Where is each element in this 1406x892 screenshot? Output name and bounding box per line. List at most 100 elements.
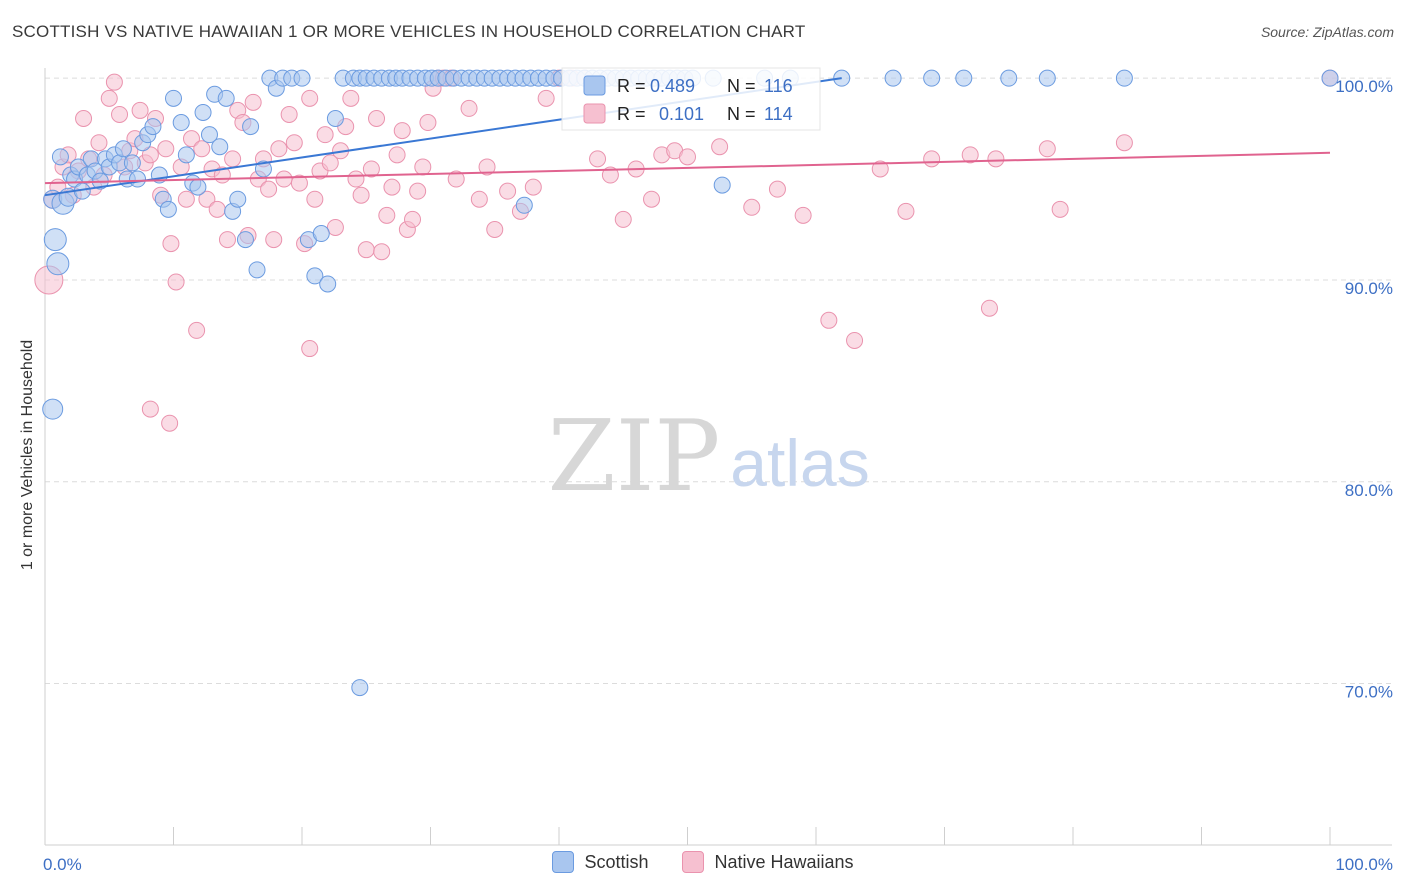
hawaiian-n-value: 114 bbox=[764, 104, 793, 124]
hawaiian-point-91 bbox=[589, 150, 607, 168]
scottish-point-20 bbox=[123, 154, 141, 172]
hawaiian-point-83 bbox=[486, 220, 504, 238]
y-tick-label-0: 100.0% bbox=[1335, 77, 1393, 96]
hawaiian-point-106 bbox=[897, 202, 915, 220]
scottish-point-27 bbox=[159, 200, 177, 218]
scottish-point-111 bbox=[1321, 69, 1339, 87]
hawaiian-point-95 bbox=[643, 190, 661, 208]
scottish-point-50 bbox=[306, 267, 324, 285]
scottish-point-18 bbox=[114, 140, 132, 158]
hawaiian-point-86 bbox=[524, 178, 542, 196]
hawaiian-point-80 bbox=[460, 99, 478, 117]
scottish-point-30 bbox=[177, 146, 195, 164]
scottish-point-114 bbox=[515, 196, 533, 214]
scottish-stats-swatch bbox=[583, 75, 606, 96]
hawaiian-point-69 bbox=[393, 122, 411, 140]
hawaiian-point-12 bbox=[100, 89, 118, 107]
hawaiian-point-48 bbox=[285, 134, 303, 152]
hawaiian-point-67 bbox=[383, 178, 401, 196]
hawaiian-point-30 bbox=[193, 140, 211, 158]
hawaiian-r-label: R = bbox=[617, 104, 646, 124]
hawaiian-point-110 bbox=[1038, 140, 1056, 158]
hawaiian-point-105 bbox=[871, 160, 889, 178]
chart-title: SCOTTISH VS NATIVE HAWAIIAN 1 OR MORE VE… bbox=[12, 22, 806, 41]
hawaiian-point-62 bbox=[357, 241, 375, 259]
scottish-point-106 bbox=[923, 69, 941, 87]
scottish-point-105 bbox=[884, 69, 902, 87]
hawaiian-point-115 bbox=[161, 414, 179, 432]
scottish-point-1 bbox=[43, 228, 67, 252]
hawaiian-point-25 bbox=[167, 273, 185, 291]
scottish-point-52 bbox=[319, 275, 337, 293]
hawaiian-point-93 bbox=[614, 210, 632, 228]
hawaiian-point-40 bbox=[244, 93, 262, 111]
scottish-point-3 bbox=[51, 148, 69, 166]
hawaiian-point-101 bbox=[768, 180, 786, 198]
hawaiian-point-59 bbox=[342, 89, 360, 107]
hawaiian-point-81 bbox=[470, 190, 488, 208]
hawaiian-point-92 bbox=[601, 166, 619, 184]
scottish-point-33 bbox=[194, 103, 212, 121]
legend-item-native-hawaiians[interactable]: Native Hawaiians bbox=[682, 851, 854, 873]
scottish-point-113 bbox=[351, 679, 369, 697]
hawaiian-point-61 bbox=[352, 186, 370, 204]
scottish-point-107 bbox=[955, 69, 973, 87]
hawaiian-point-104 bbox=[846, 331, 864, 349]
hawaiian-point-98 bbox=[679, 148, 696, 166]
hawaiian-point-24 bbox=[162, 235, 180, 253]
hawaiian-point-84 bbox=[499, 182, 517, 200]
hawaiian-point-79 bbox=[447, 170, 465, 188]
hawaiian-point-46 bbox=[275, 170, 293, 188]
scottish-point-28 bbox=[165, 89, 182, 107]
y-tick-label-2: 80.0% bbox=[1345, 481, 1393, 500]
scottish-point-21 bbox=[129, 170, 147, 188]
hawaiian-point-68 bbox=[388, 146, 406, 164]
watermark-atlas: atlas bbox=[730, 426, 869, 500]
scottish-r-label: R = bbox=[617, 76, 646, 96]
hawaiian-point-66 bbox=[378, 206, 396, 224]
scottish-point-36 bbox=[211, 138, 229, 156]
hawaiian-point-54 bbox=[316, 126, 334, 144]
scottish-point-48 bbox=[293, 69, 311, 87]
hawaiian-point-47 bbox=[280, 105, 298, 123]
hawaiian-point-100 bbox=[743, 198, 761, 216]
scottish-point-32 bbox=[189, 178, 207, 196]
watermark-zip: ZIP bbox=[548, 400, 721, 514]
hawaiian-swatch bbox=[682, 851, 705, 873]
scottish-point-34 bbox=[200, 126, 218, 144]
hawaiian-point-109 bbox=[987, 150, 1005, 168]
scottish-point-110 bbox=[1115, 69, 1133, 87]
scottish-point-53 bbox=[326, 110, 344, 128]
hawaiian-point-60 bbox=[347, 170, 365, 188]
hawaiian-point-63 bbox=[362, 160, 380, 178]
scottish-point-40 bbox=[236, 231, 254, 249]
scottish-point-51 bbox=[312, 225, 330, 243]
y-tick-label-3: 70.0% bbox=[1345, 683, 1393, 702]
hawaiian-trend-line bbox=[44, 151, 1331, 185]
hawaiian-point-28 bbox=[182, 130, 200, 148]
hawaiian-r-value: 0.101 bbox=[659, 104, 704, 124]
hawaiian-point-33 bbox=[208, 200, 226, 218]
scottish-n-value: 116 bbox=[764, 76, 793, 96]
source-label: Source: ZipAtlas.com bbox=[1260, 24, 1394, 40]
hawaiian-point-107 bbox=[923, 150, 941, 168]
scottish-point-37 bbox=[217, 89, 235, 107]
legend: Scottish Native Hawaiians bbox=[0, 851, 1406, 873]
scottish-point-112 bbox=[42, 398, 64, 420]
scottish-point-115 bbox=[713, 176, 731, 194]
scottish-point-109 bbox=[1038, 69, 1056, 87]
hawaiian-point-18 bbox=[131, 101, 149, 119]
hawaiian-point-64 bbox=[368, 110, 386, 128]
hawaiian-point-35 bbox=[218, 231, 236, 249]
scottish-point-39 bbox=[229, 190, 247, 208]
legend-label-scottish: Scottish bbox=[584, 851, 649, 872]
hawaiian-stats-swatch bbox=[583, 103, 606, 124]
hawaiian-point-87 bbox=[537, 89, 555, 107]
scottish-r-value: 0.489 bbox=[650, 76, 695, 96]
stats-box: R = 0.489 N = 116 R = 0.101 N = 114 bbox=[561, 67, 821, 131]
y-tick-label-1: 90.0% bbox=[1345, 279, 1393, 298]
hawaiian-point-49 bbox=[290, 174, 308, 192]
legend-item-scottish[interactable]: Scottish bbox=[552, 851, 648, 873]
hawaiian-point-71 bbox=[404, 210, 422, 228]
